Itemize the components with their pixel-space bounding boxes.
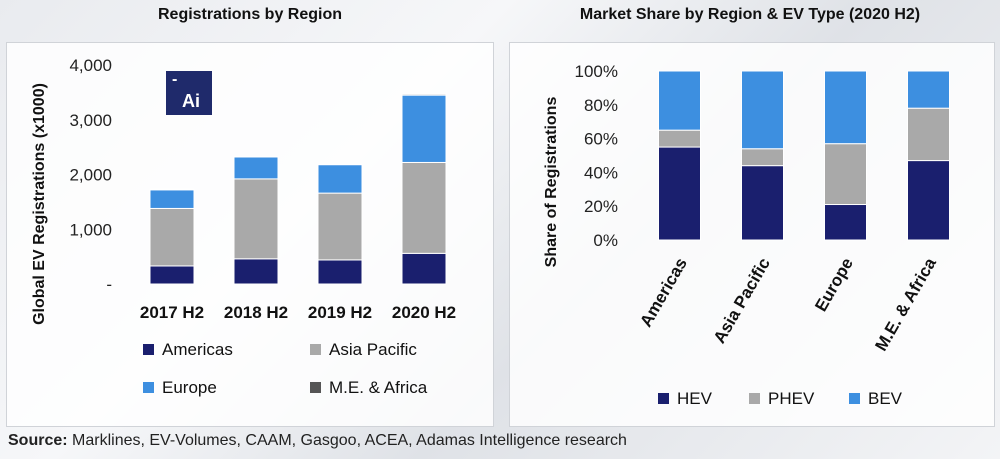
bar-europe-2020-h2 [401, 94, 447, 163]
legend-label-m-e-africa: M.E. & Africa [329, 378, 428, 397]
y-tick-label-right: 40% [584, 163, 618, 182]
y-tick-label-left: - [106, 275, 112, 294]
bar-bev-m-e-africa [907, 70, 950, 109]
bar-phev-m-e-africa [907, 107, 950, 162]
bar-phev-americas [658, 129, 701, 148]
legend-swatch-bev [849, 393, 860, 404]
bar-hev-asia-pacific [741, 165, 784, 241]
bar-m-e-africa-2019-h2 [317, 163, 363, 166]
x-tick-label-right: Americas [636, 255, 691, 331]
bar-europe-2017-h2 [149, 189, 195, 209]
bar-bev-asia-pacific [741, 70, 784, 150]
bar-asia-pacific-2020-h2 [401, 161, 447, 254]
x-tick-label-left: 2017 H2 [140, 303, 204, 322]
bar-m-e-africa-2020-h2 [401, 93, 447, 96]
legend-swatch-americas [143, 344, 154, 355]
bar-hev-americas [658, 146, 701, 241]
y-tick-label-left: 3,000 [69, 111, 112, 130]
bar-europe-2018-h2 [233, 156, 279, 180]
bar-americas-2020-h2 [401, 252, 447, 285]
chart-title-market-share: Market Share by Region & EV Type (2020 H… [579, 6, 921, 23]
bar-americas-2018-h2 [233, 258, 279, 285]
bar-bev-americas [658, 70, 701, 131]
y-axis-label-left: Global EV Registrations (x1000) [31, 83, 48, 325]
legend-label-phev: PHEV [768, 389, 815, 408]
bar-asia-pacific-2018-h2 [233, 178, 279, 260]
bar-hev-europe [824, 204, 867, 241]
bar-hev-m-e-africa [907, 160, 950, 241]
x-tick-label-left: 2019 H2 [308, 303, 372, 322]
legend-label-europe: Europe [162, 378, 217, 397]
legend-swatch-phev [749, 393, 760, 404]
source-note: Source: Marklines, EV-Volumes, CAAM, Gas… [8, 432, 627, 450]
legend-swatch-m-e-africa [310, 382, 321, 393]
legend-label-asia-pacific: Asia Pacific [329, 340, 417, 359]
legend-swatch-europe [143, 382, 154, 393]
legend-swatch-hev [658, 393, 669, 404]
bar-asia-pacific-2019-h2 [317, 192, 363, 261]
adamas-logo-icon: - Ai [166, 71, 212, 115]
legend-swatch-asia-pacific [310, 344, 321, 355]
x-tick-label-left: 2020 H2 [392, 303, 456, 322]
y-tick-label-right: 20% [584, 197, 618, 216]
y-tick-label-left: 1,000 [69, 220, 112, 239]
chart-title-registrations: Registrations by Region [157, 6, 343, 23]
bar-europe-2019-h2 [317, 164, 363, 194]
legend-label-americas: Americas [162, 340, 233, 359]
x-tick-label-right: M.E. & Africa [871, 254, 940, 354]
y-tick-label-right: 60% [584, 130, 618, 149]
bar-bev-europe [824, 70, 867, 145]
source-text: Marklines, EV-Volumes, CAAM, Gasgoo, ACE… [67, 432, 627, 449]
x-tick-label-left: 2018 H2 [224, 303, 288, 322]
bar-americas-2019-h2 [317, 259, 363, 285]
y-tick-label-left: 2,000 [69, 166, 112, 185]
bar-asia-pacific-2017-h2 [149, 207, 195, 267]
y-axis-label-right: Share of Registrations [543, 97, 560, 268]
y-tick-label-right: 100% [575, 62, 618, 81]
logo-mark: - [172, 71, 178, 88]
bar-m-e-africa-2017-h2 [149, 188, 195, 191]
y-tick-label-left: 4,000 [69, 56, 112, 75]
bar-phev-europe [824, 143, 867, 206]
bar-phev-asia-pacific [741, 148, 784, 167]
bar-americas-2017-h2 [149, 265, 195, 285]
y-tick-label-right: 0% [593, 231, 618, 250]
y-tick-label-right: 80% [584, 96, 618, 115]
legend-label-bev: BEV [868, 389, 903, 408]
logo-text: Ai [182, 91, 200, 111]
source-label: Source: [8, 432, 68, 449]
x-tick-label-right: Asia Pacific [710, 255, 774, 347]
x-tick-label-right: Europe [811, 255, 857, 315]
bar-m-e-africa-2018-h2 [233, 155, 279, 158]
legend-label-hev: HEV [677, 389, 713, 408]
